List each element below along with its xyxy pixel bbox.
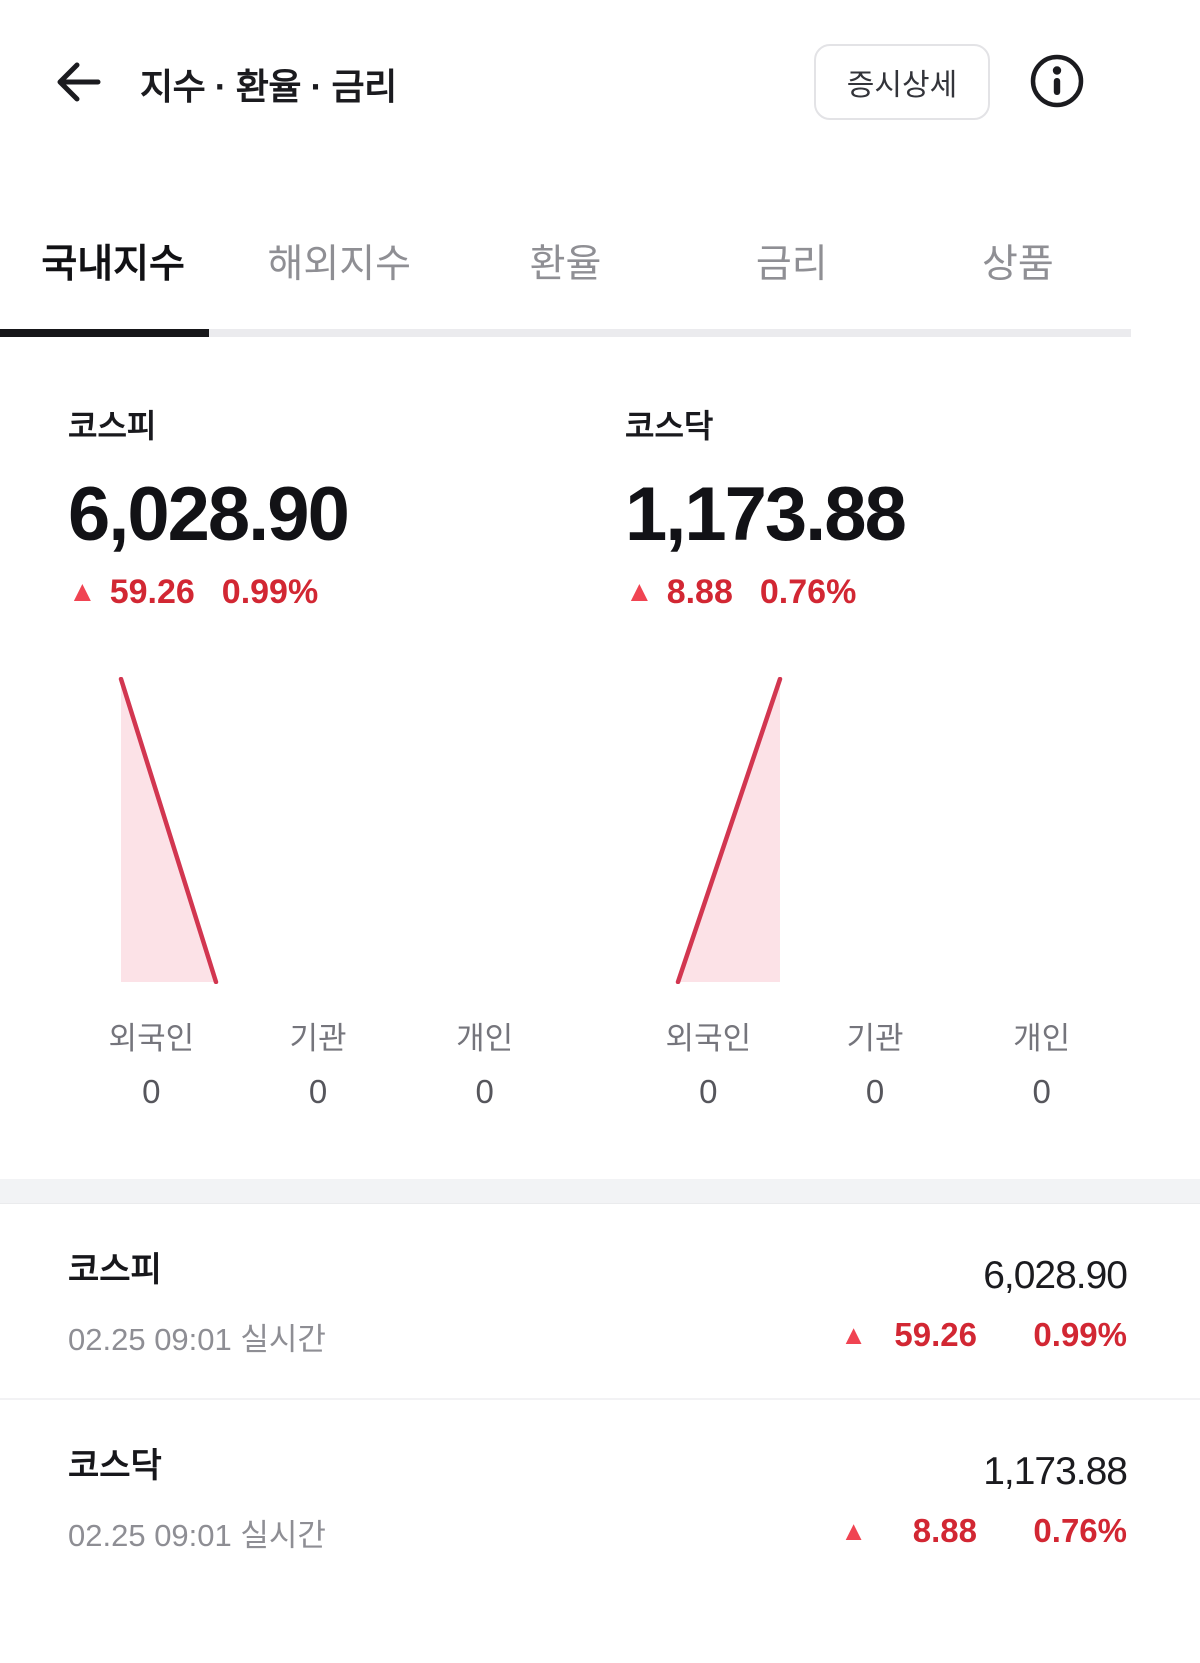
tab-exchange-rate[interactable]: 환율 — [529, 243, 602, 286]
change-value: 59.26 — [894, 1316, 977, 1353]
index-list: 코스피 02.25 09:01 실시간 6,028.90 ▲ 59.26 0.9… — [0, 1204, 1200, 1596]
tab-underline — [0, 329, 1131, 337]
investor-value-individual: 0 — [475, 1073, 494, 1110]
index-change: ▲ 59.26 0.99% — [68, 573, 318, 612]
investor-label-individual: 개인 — [1013, 1021, 1071, 1056]
kospi-sparkline-chart — [118, 677, 219, 984]
tab-bar: 국내지수 해외지수 환율 금리 상품 — [0, 224, 1131, 298]
change-percent: 0.76% — [759, 573, 857, 611]
investor-values: 0 0 0 — [68, 1073, 568, 1111]
change-value: 59.26 — [109, 573, 195, 611]
market-detail-button[interactable]: 증시상세 — [814, 44, 990, 120]
investor-value-institution: 0 — [308, 1073, 328, 1110]
investor-value-individual: 0 — [1032, 1073, 1051, 1110]
kosdaq-card[interactable]: 코스닥 1,173.88 ▲ 8.88 0.76% 외국인 기관 개인 0 0 … — [625, 395, 1125, 1125]
investor-labels: 외국인 기관 개인 — [68, 1013, 568, 1058]
investor-label-foreign: 외국인 — [108, 1021, 195, 1056]
index-value: 1,173.88 — [625, 472, 907, 557]
list-index-name: 코스닥 — [68, 1447, 162, 1485]
up-triangle-icon: ▲ — [840, 1319, 867, 1350]
list-index-value: 6,028.90 — [983, 1254, 1128, 1297]
investor-label-institution: 기관 — [846, 1021, 904, 1056]
list-index-name: 코스피 — [68, 1251, 162, 1289]
investor-label-foreign: 외국인 — [665, 1021, 752, 1056]
header: 지수 · 환율 · 금리 증시상세 — [0, 0, 1200, 160]
page-title: 지수 · 환율 · 금리 — [140, 66, 397, 107]
active-tab-indicator — [0, 329, 209, 337]
investor-label-individual: 개인 — [456, 1021, 514, 1056]
investor-value-institution: 0 — [865, 1073, 885, 1110]
investor-values: 0 0 0 — [625, 1073, 1125, 1111]
list-item-kospi[interactable]: 코스피 02.25 09:01 실시간 6,028.90 ▲ 59.26 0.9… — [0, 1204, 1200, 1400]
up-triangle-icon: ▲ — [68, 576, 97, 608]
kosdaq-sparkline-chart — [675, 677, 783, 984]
list-index-value: 1,173.88 — [983, 1450, 1128, 1493]
investor-label-institution: 기관 — [289, 1021, 347, 1056]
index-name: 코스피 — [68, 408, 157, 444]
list-index-change: ▲ 59.26 0.99% — [840, 1316, 1127, 1354]
info-icon[interactable] — [1028, 52, 1086, 110]
index-name: 코스닥 — [625, 408, 714, 444]
tab-commodities[interactable]: 상품 — [982, 243, 1054, 286]
kospi-card[interactable]: 코스피 6,028.90 ▲ 59.26 0.99% 외국인 기관 개인 0 0… — [68, 395, 568, 1125]
change-percent: 0.99% — [221, 573, 319, 611]
change-value: 8.88 — [666, 573, 733, 611]
tab-overseas-index[interactable]: 해외지수 — [267, 243, 412, 286]
investor-value-foreign: 0 — [699, 1073, 718, 1110]
list-index-change: ▲ 8.88 0.76% — [840, 1512, 1127, 1550]
up-triangle-icon: ▲ — [625, 576, 654, 608]
tab-domestic-index[interactable]: 국내지수 — [41, 243, 185, 286]
tab-interest-rate[interactable]: 금리 — [755, 243, 828, 286]
section-divider — [0, 1179, 1200, 1204]
change-value: 8.88 — [912, 1512, 977, 1549]
back-arrow-icon[interactable] — [52, 56, 104, 108]
index-cards: 코스피 6,028.90 ▲ 59.26 0.99% 외국인 기관 개인 0 0… — [0, 395, 1200, 1125]
index-change: ▲ 8.88 0.76% — [625, 573, 856, 612]
up-triangle-icon: ▲ — [840, 1515, 867, 1546]
index-value: 6,028.90 — [68, 472, 350, 557]
investor-value-foreign: 0 — [142, 1073, 161, 1110]
change-percent: 0.99% — [1033, 1316, 1127, 1353]
list-item-kosdaq[interactable]: 코스닥 02.25 09:01 실시간 1,173.88 ▲ 8.88 0.76… — [0, 1400, 1200, 1596]
timestamp: 02.25 09:01 실시간 — [68, 1518, 326, 1553]
change-percent: 0.76% — [1033, 1512, 1127, 1549]
investor-labels: 외국인 기관 개인 — [625, 1013, 1125, 1058]
timestamp: 02.25 09:01 실시간 — [68, 1322, 326, 1357]
